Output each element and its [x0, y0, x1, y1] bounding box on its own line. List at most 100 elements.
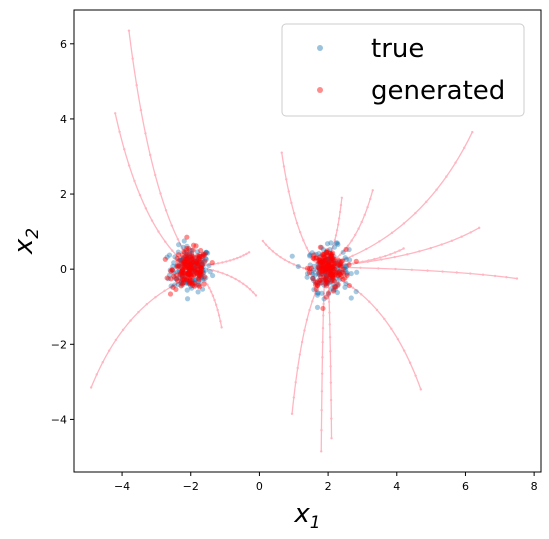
point-true	[327, 266, 333, 272]
point-true	[203, 249, 209, 255]
point-true	[295, 263, 301, 270]
point-true	[198, 274, 205, 280]
point-true	[316, 271, 322, 278]
point-true	[343, 267, 349, 273]
point-generated	[201, 281, 207, 287]
point-generated	[186, 265, 193, 271]
point-generated	[187, 265, 193, 271]
point-generated	[329, 255, 335, 262]
trajectory-point	[320, 408, 323, 412]
point-true	[188, 255, 194, 261]
point-true	[187, 247, 193, 253]
trajectory-point	[329, 381, 333, 384]
point-generated	[185, 270, 191, 276]
point-generated	[330, 273, 336, 280]
point-generated	[325, 263, 331, 269]
legend-marker-generated	[317, 87, 323, 93]
point-generated	[331, 278, 338, 284]
trajectory-point	[300, 340, 304, 344]
point-generated	[186, 266, 192, 272]
point-true	[335, 268, 341, 274]
point-true	[167, 267, 173, 273]
point-true	[316, 250, 322, 257]
trajectory-point	[230, 275, 233, 279]
point-true	[335, 283, 341, 289]
point-generated	[331, 266, 337, 272]
point-true	[200, 270, 206, 276]
point-true	[203, 249, 209, 256]
trajectory-point	[346, 244, 350, 247]
point-generated	[199, 265, 205, 271]
point-true	[307, 252, 313, 258]
point-generated	[337, 272, 343, 278]
point-true	[307, 262, 313, 268]
trajectory-point	[216, 308, 219, 312]
point-true	[324, 264, 330, 270]
point-true	[203, 267, 209, 273]
point-generated	[330, 288, 337, 294]
point-generated	[306, 270, 313, 276]
point-true	[310, 275, 316, 282]
point-true	[320, 271, 326, 278]
point-true	[199, 259, 205, 266]
point-generated	[197, 269, 203, 275]
trajectory-point	[322, 292, 326, 295]
point-generated	[198, 271, 204, 277]
trajectory-point	[440, 243, 443, 246]
trajectory-point	[285, 178, 288, 181]
point-true	[182, 261, 188, 268]
trajectory-point	[216, 262, 220, 265]
point-generated	[335, 281, 341, 287]
point-generated	[327, 274, 333, 280]
point-generated	[333, 271, 339, 277]
point-true	[312, 272, 318, 278]
point-generated	[182, 271, 188, 278]
trajectory-point	[368, 300, 371, 303]
trajectory-point	[337, 260, 340, 263]
point-generated	[190, 282, 196, 288]
point-generated	[195, 275, 201, 282]
trajectory-point	[245, 285, 248, 288]
trajectory-line	[281, 152, 319, 266]
point-true	[344, 270, 350, 276]
trajectory-line	[341, 266, 518, 280]
point-generated	[199, 261, 205, 268]
point-true	[328, 256, 334, 262]
point-generated	[328, 251, 334, 257]
point-true	[164, 254, 170, 260]
point-true	[199, 273, 205, 279]
point-true	[311, 278, 317, 284]
trajectory-line	[207, 268, 257, 296]
point-true	[320, 259, 326, 266]
point-true	[342, 264, 348, 271]
x-tick-label: 0	[256, 480, 263, 493]
point-generated	[336, 268, 343, 275]
point-true	[184, 296, 191, 302]
point-generated	[197, 270, 203, 276]
point-generated	[185, 271, 192, 277]
point-generated	[183, 253, 189, 259]
point-generated	[198, 266, 205, 272]
x-tick-label: 6	[462, 480, 469, 493]
point-true	[189, 250, 195, 256]
point-true	[324, 256, 331, 262]
trajectory-point	[450, 239, 454, 242]
point-true	[329, 257, 335, 263]
trajectory-point	[206, 267, 210, 271]
trajectory-point	[296, 366, 299, 370]
trajectory-point	[342, 280, 346, 283]
point-generated	[179, 276, 185, 282]
point-true	[187, 251, 193, 258]
trajectory-point	[469, 272, 472, 275]
point-true	[314, 290, 321, 296]
point-true	[313, 280, 320, 287]
point-generated	[321, 263, 327, 269]
trajectory-point	[203, 264, 206, 267]
point-generated	[329, 274, 335, 280]
trajectory-point	[170, 224, 174, 227]
point-generated	[184, 271, 190, 277]
point-generated	[181, 277, 188, 283]
point-true	[175, 249, 181, 255]
trajectory-point	[410, 268, 414, 271]
point-generated	[192, 266, 198, 272]
